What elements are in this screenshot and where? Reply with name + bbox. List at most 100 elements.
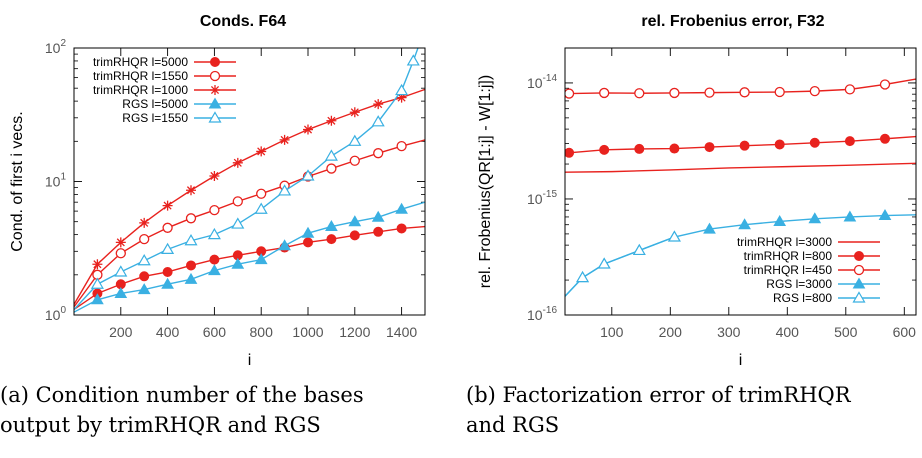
data-point [739, 87, 750, 98]
data-point [371, 210, 385, 222]
data-point [704, 142, 715, 153]
legend-label: trimRHQR l=450 [744, 263, 833, 277]
data-point [406, 54, 420, 66]
legend-marker [853, 264, 865, 276]
data-point [278, 184, 292, 196]
x-axis-label: i [248, 352, 252, 369]
legend-label: RGS l=3000 [766, 277, 832, 291]
data-point [161, 277, 174, 289]
data-point [599, 87, 610, 99]
x-tick-label: 600 [203, 324, 227, 340]
data-point [773, 214, 787, 226]
data-point [256, 146, 267, 157]
series-1 [74, 223, 425, 311]
data-point [162, 222, 173, 233]
x-axis-label: i [739, 352, 743, 369]
legend-label: trimRHQR l=5000 [93, 55, 188, 69]
data-point [256, 188, 267, 199]
data-point [879, 133, 890, 144]
data-point [254, 253, 268, 265]
data-point [808, 212, 822, 224]
x-tick-label: 400 [776, 324, 800, 340]
chart-title: Conds. F64 [200, 13, 286, 30]
legend-label: RGS l=5000 [122, 97, 188, 111]
data-point [186, 260, 196, 271]
series-4 [74, 201, 425, 313]
data-point [373, 99, 384, 110]
x-tick-label: 1200 [339, 324, 370, 340]
x-tick-label: 200 [109, 324, 133, 340]
x-tick-label: 300 [717, 324, 741, 340]
data-point [185, 213, 197, 224]
data-point [373, 148, 384, 159]
data-point [565, 88, 575, 99]
data-point [667, 230, 681, 242]
data-point [843, 210, 857, 222]
data-point [162, 266, 173, 277]
data-point [232, 157, 243, 168]
data-point [739, 140, 750, 151]
legend-marker [852, 291, 866, 303]
data-point [92, 259, 103, 270]
y-axis-label: Cond. of first i vecs. [9, 111, 26, 252]
data-point [326, 234, 337, 245]
data-point [348, 134, 362, 146]
data-point [139, 233, 150, 245]
data-point [325, 220, 338, 232]
data-point [632, 243, 646, 256]
legend-marker [209, 70, 221, 82]
data-point [809, 85, 820, 97]
data-point [844, 84, 856, 95]
data-point [395, 202, 408, 214]
series-5 [74, 48, 420, 310]
data-point [349, 230, 360, 241]
data-point [209, 170, 220, 181]
data-point [208, 264, 221, 276]
data-point [231, 217, 245, 229]
data-point [634, 88, 645, 99]
data-point [162, 200, 173, 211]
data-point [161, 242, 175, 255]
legend-marker [852, 277, 866, 289]
data-point [137, 283, 151, 295]
caption-b-line-2: and RGS [466, 413, 560, 437]
data-point [565, 147, 575, 158]
data-point [326, 115, 337, 126]
figure-canvas: Conds. F64 100 101 102 200 400 600 800 1000 1200 1… [9, 13, 917, 369]
x-tick-label: 800 [250, 324, 274, 340]
data-point [704, 87, 715, 98]
data-point [207, 227, 221, 240]
data-point [301, 169, 315, 181]
data-point [186, 185, 196, 196]
caption-a-line-1: (a) Condition number of the bases [0, 383, 364, 407]
series-5 [565, 230, 681, 297]
data-point [324, 149, 338, 161]
caption-a: (a) Condition number of the bases output… [0, 380, 364, 440]
series-line [565, 162, 916, 173]
chart-2: rel. Frobenius error, F32 10-16 10-15 10-14… [477, 13, 917, 369]
legend-marker [854, 251, 864, 261]
y-tick-label: 100 [45, 305, 67, 323]
data-point [879, 79, 891, 90]
series-line [74, 225, 425, 311]
series-line [74, 88, 425, 305]
legend-label: trimRHQR l=1550 [93, 69, 188, 83]
data-point [395, 83, 409, 96]
caption-a-line-2: output by trimRHQR and RGS [0, 413, 321, 437]
data-point [373, 226, 384, 237]
legend-marker [210, 57, 220, 67]
y-tick-label: 10-14 [527, 73, 557, 91]
legend-marker [208, 111, 222, 123]
legend-label: RGS l=800 [773, 291, 832, 305]
data-point [878, 209, 892, 221]
x-tick-label: 100 [600, 324, 624, 340]
data-point [301, 226, 315, 238]
data-point [738, 218, 751, 230]
data-point [348, 215, 362, 227]
data-point [303, 124, 313, 135]
data-point [809, 137, 820, 148]
chart-title: rel. Frobenius error, F32 [641, 13, 824, 30]
y-axis-label: rel. Frobenius(QR[1:j] - W[1:j]) [477, 75, 494, 288]
data-point [396, 92, 407, 103]
